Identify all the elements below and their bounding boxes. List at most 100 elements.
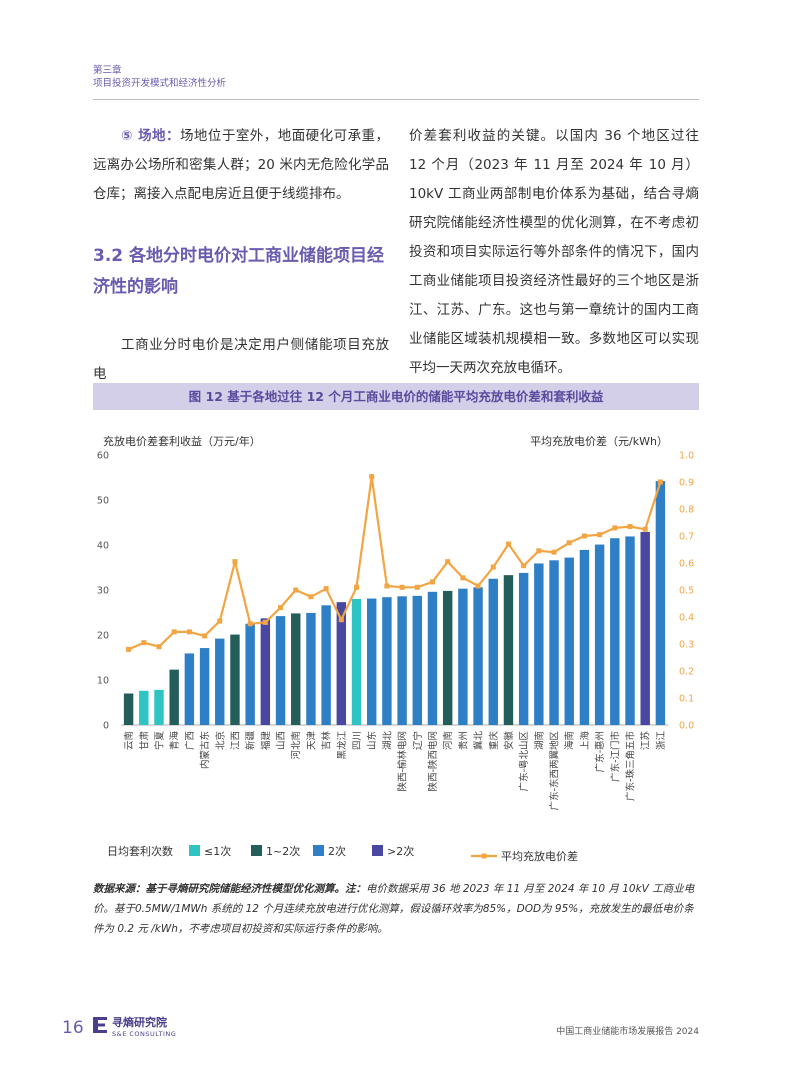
spread-point	[521, 563, 527, 569]
legend-label: 2次	[328, 844, 346, 858]
x-tick-label: 新疆	[245, 731, 257, 751]
x-tick-label: 贵州	[457, 731, 469, 750]
x-tick-label: 广东-东西两翼地区	[549, 731, 561, 811]
bar	[412, 595, 423, 725]
brand-name-en: S&E CONSULTING	[112, 1030, 177, 1038]
spread-point	[536, 548, 542, 554]
spread-point	[338, 617, 344, 623]
spread-point	[186, 629, 192, 635]
site-label: ⑤ 场地：	[121, 128, 180, 144]
site-text: 场地位于室外，地面硬化可承重，远离办公场所和密集人群；20 米内无危险化学品仓库…	[93, 128, 389, 202]
x-tick-label: 冀北	[473, 731, 485, 751]
x-tick-label: 内蒙古东	[199, 731, 211, 769]
legend-label: >2次	[387, 844, 414, 858]
x-tick-label: 湖北	[382, 731, 393, 751]
right-tick-label: 0.0	[679, 721, 694, 732]
bar	[655, 481, 666, 725]
spread-point	[217, 618, 223, 624]
intro-paragraph: 工商业分时电价是决定用户侧储能项目充放电	[93, 337, 389, 382]
spread-point	[384, 583, 390, 589]
report-title: 中国工商业储能市场发展报告 2024	[556, 1027, 699, 1037]
x-tick-label: 青海	[169, 731, 181, 751]
x-tick-label: 山东	[366, 731, 378, 750]
spread-point	[581, 533, 587, 539]
bar	[427, 591, 438, 725]
right-tick-label: 0.5	[679, 586, 694, 597]
section-heading: 3.2 各地分时电价对工商业储能项目经济性的影响	[93, 246, 385, 297]
site-paragraph: ⑤ 场地：场地位于室外，地面硬化可承重，远离办公场所和密集人群；20 米内无危险…	[93, 122, 389, 209]
x-tick-label: 上海	[579, 731, 591, 751]
x-tick-label: 陕西-陕西电网	[427, 731, 439, 791]
legend-swatch	[372, 845, 383, 856]
page-header: 第三章 项目投资开发模式和经济性分析	[93, 64, 226, 90]
chapter-label: 第三章	[93, 65, 122, 76]
spread-point	[627, 524, 633, 530]
x-tick-label: 吉林	[321, 731, 333, 751]
x-tick-label: 广东-粤北山区	[518, 731, 530, 792]
bar	[154, 689, 164, 725]
bar	[549, 560, 559, 725]
x-tick-label: 甘肃	[138, 731, 150, 750]
figure-note: 数据来源：基于寻熵研究院储能经济性模型优化测算。注：电价数据采用 36 地 20…	[93, 879, 699, 939]
bar	[245, 623, 255, 725]
right-tick-label: 0.3	[679, 640, 694, 651]
bar	[291, 613, 301, 725]
spread-point	[657, 479, 663, 485]
right-tick-label: 0.8	[679, 505, 694, 516]
figure-title: 图 12 基于各地过往 12 个月工商业电价的储能平均充放电价差和套利收益	[93, 383, 699, 410]
x-tick-label: 浙江	[655, 731, 667, 751]
legend-line-marker	[481, 853, 487, 859]
x-tick-label: 陕西-榆林电网	[397, 731, 409, 791]
spread-point	[354, 584, 360, 590]
x-tick-label: 辽宁	[412, 731, 424, 750]
left-axis-title: 充放电价差套利收益（万元/年）	[103, 434, 261, 448]
bar	[594, 544, 605, 725]
right-axis-title: 平均充放电价差（元/kWh）	[530, 434, 668, 448]
x-tick-label: 湖南	[533, 731, 545, 750]
bar	[442, 590, 453, 725]
left-tick-label: 0	[103, 721, 109, 732]
left-tick-label: 60	[97, 451, 109, 462]
x-tick-label: 宁夏	[154, 731, 166, 751]
spread-point	[232, 559, 238, 565]
spread-point	[156, 644, 162, 650]
right-tick-label: 0.7	[679, 532, 694, 543]
x-tick-label: 广东-江门市	[609, 731, 621, 782]
legend-label: ≤1次	[204, 844, 231, 858]
bar	[610, 538, 620, 725]
bar	[564, 557, 574, 725]
left-tick-label: 30	[97, 586, 109, 597]
spread-point	[171, 629, 177, 635]
bar	[139, 690, 149, 725]
note-lead: 数据来源：基于寻熵研究院储能经济性模型优化测算。注：	[93, 883, 366, 895]
spread-point	[597, 532, 603, 538]
bar	[640, 531, 650, 725]
bar	[366, 598, 377, 725]
page-number: 16	[62, 1018, 84, 1038]
spread-point	[369, 474, 375, 480]
x-tick-label: 天津	[306, 731, 317, 751]
spread-point	[202, 633, 208, 639]
chart: 充放电价差套利收益（万元/年） 平均充放电价差（元/kWh） 0 10 20 30 40 50…	[97, 434, 694, 863]
x-tick-label: 河南	[442, 731, 454, 750]
body-paragraph: 价差套利收益的关键。以国内 36 个地区过往 12 个月（2023 年 11 月…	[409, 128, 699, 376]
spread-point	[642, 526, 648, 532]
spread-point	[460, 575, 466, 581]
spread-point	[475, 583, 481, 589]
x-tick-label: 云南	[123, 731, 135, 750]
right-tick-label: 0.6	[679, 559, 694, 570]
bar	[199, 648, 210, 725]
bar	[215, 638, 225, 725]
brand-logo-icon	[93, 1017, 107, 1033]
spread-point	[566, 540, 572, 546]
note-text: 电价数据采用 36 地 2023 年 11 月至 2024 年 10 月 10k…	[93, 883, 695, 935]
bar	[230, 634, 240, 725]
bar	[473, 587, 483, 725]
bar	[397, 596, 407, 725]
left-column: ⑤ 场地：场地位于室外，地面硬化可承重，远离办公场所和密集人群；20 米内无危险…	[93, 122, 389, 389]
legend-title: 日均套利次数	[107, 844, 173, 858]
legend-swatch	[189, 845, 200, 856]
x-tick-label: 江西	[231, 731, 242, 750]
bar	[321, 605, 331, 725]
right-column: 价差套利收益的关键。以国内 36 个地区过往 12 个月（2023 年 11 月…	[409, 122, 699, 383]
